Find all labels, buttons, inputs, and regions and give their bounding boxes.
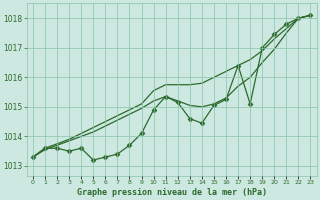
- X-axis label: Graphe pression niveau de la mer (hPa): Graphe pression niveau de la mer (hPa): [77, 188, 267, 197]
